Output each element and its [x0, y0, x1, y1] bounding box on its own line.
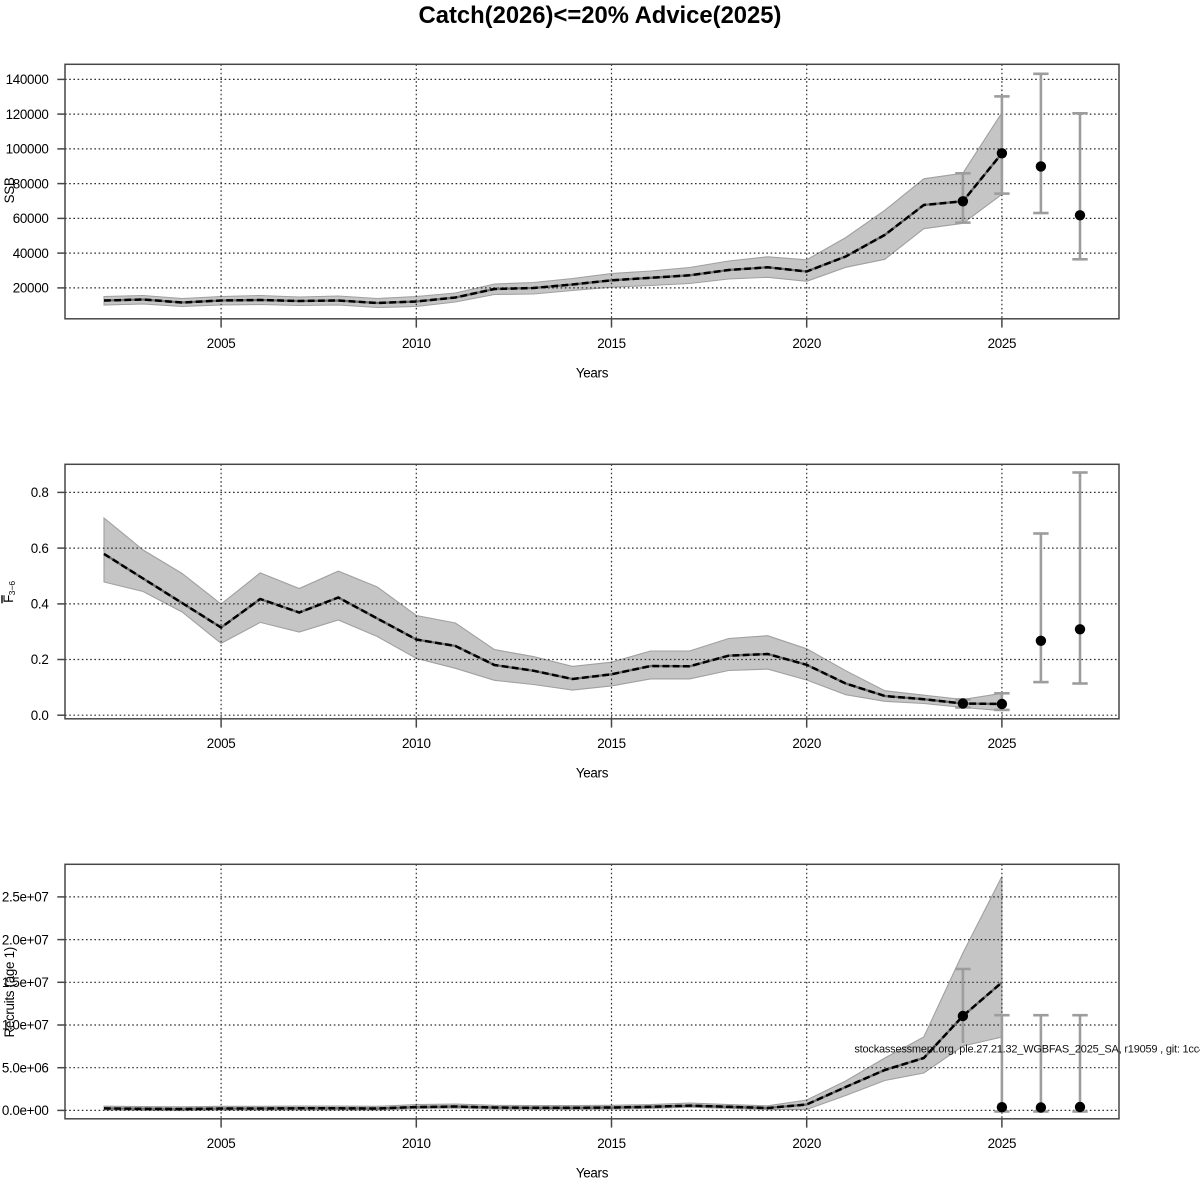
- svg-text:0.4: 0.4: [31, 597, 50, 612]
- svg-text:2025: 2025: [988, 736, 1017, 751]
- svg-text:2025: 2025: [988, 1136, 1017, 1151]
- svg-text:Catch(2026)<=20% Advice(2025): Catch(2026)<=20% Advice(2025): [419, 2, 782, 29]
- svg-text:40000: 40000: [13, 246, 49, 261]
- svg-text:60000: 60000: [13, 211, 49, 226]
- svg-text:stockassessment.org, ple.27.21: stockassessment.org, ple.27.21.32_WGBFAS…: [854, 1043, 1200, 1055]
- svg-text:2020: 2020: [792, 336, 821, 351]
- svg-text:0.0: 0.0: [31, 708, 49, 723]
- svg-text:Years: Years: [576, 765, 609, 780]
- svg-text:2020: 2020: [792, 736, 821, 751]
- svg-text:2005: 2005: [207, 1136, 236, 1151]
- svg-text:2025: 2025: [988, 336, 1017, 351]
- svg-text:Years: Years: [576, 1165, 609, 1180]
- svg-text:2015: 2015: [597, 336, 626, 351]
- svg-text:140000: 140000: [6, 72, 49, 87]
- svg-text:2005: 2005: [207, 736, 236, 751]
- svg-text:20000: 20000: [13, 281, 49, 296]
- svg-text:0.2: 0.2: [31, 652, 49, 667]
- svg-text:100000: 100000: [6, 142, 49, 157]
- svg-text:120000: 120000: [6, 107, 49, 122]
- svg-text:5.0e+06: 5.0e+06: [2, 1060, 49, 1075]
- svg-text:0.0e+00: 0.0e+00: [2, 1103, 49, 1118]
- svg-text:2.5e+07: 2.5e+07: [2, 890, 49, 905]
- svg-text:F: F: [1, 595, 16, 603]
- svg-text:2015: 2015: [597, 736, 626, 751]
- svg-text:2010: 2010: [402, 736, 431, 751]
- svg-text:0.8: 0.8: [31, 485, 49, 500]
- svg-text:2010: 2010: [402, 1136, 431, 1151]
- svg-text:2.0e+07: 2.0e+07: [2, 932, 49, 947]
- svg-text:80000: 80000: [13, 176, 49, 191]
- svg-text:2020: 2020: [792, 1136, 821, 1151]
- svg-text:SSB: SSB: [2, 177, 17, 203]
- svg-text:3−6: 3−6: [7, 581, 17, 596]
- svg-text:2005: 2005: [207, 336, 236, 351]
- svg-text:1.5e+07: 1.5e+07: [2, 975, 49, 990]
- svg-text:2010: 2010: [402, 336, 431, 351]
- svg-text:1.0e+07: 1.0e+07: [2, 1018, 49, 1033]
- svg-text:2015: 2015: [597, 1136, 626, 1151]
- svg-text:Years: Years: [576, 365, 609, 380]
- svg-text:0.6: 0.6: [31, 541, 49, 556]
- svg-text:Recruits (age 1): Recruits (age 1): [2, 947, 17, 1037]
